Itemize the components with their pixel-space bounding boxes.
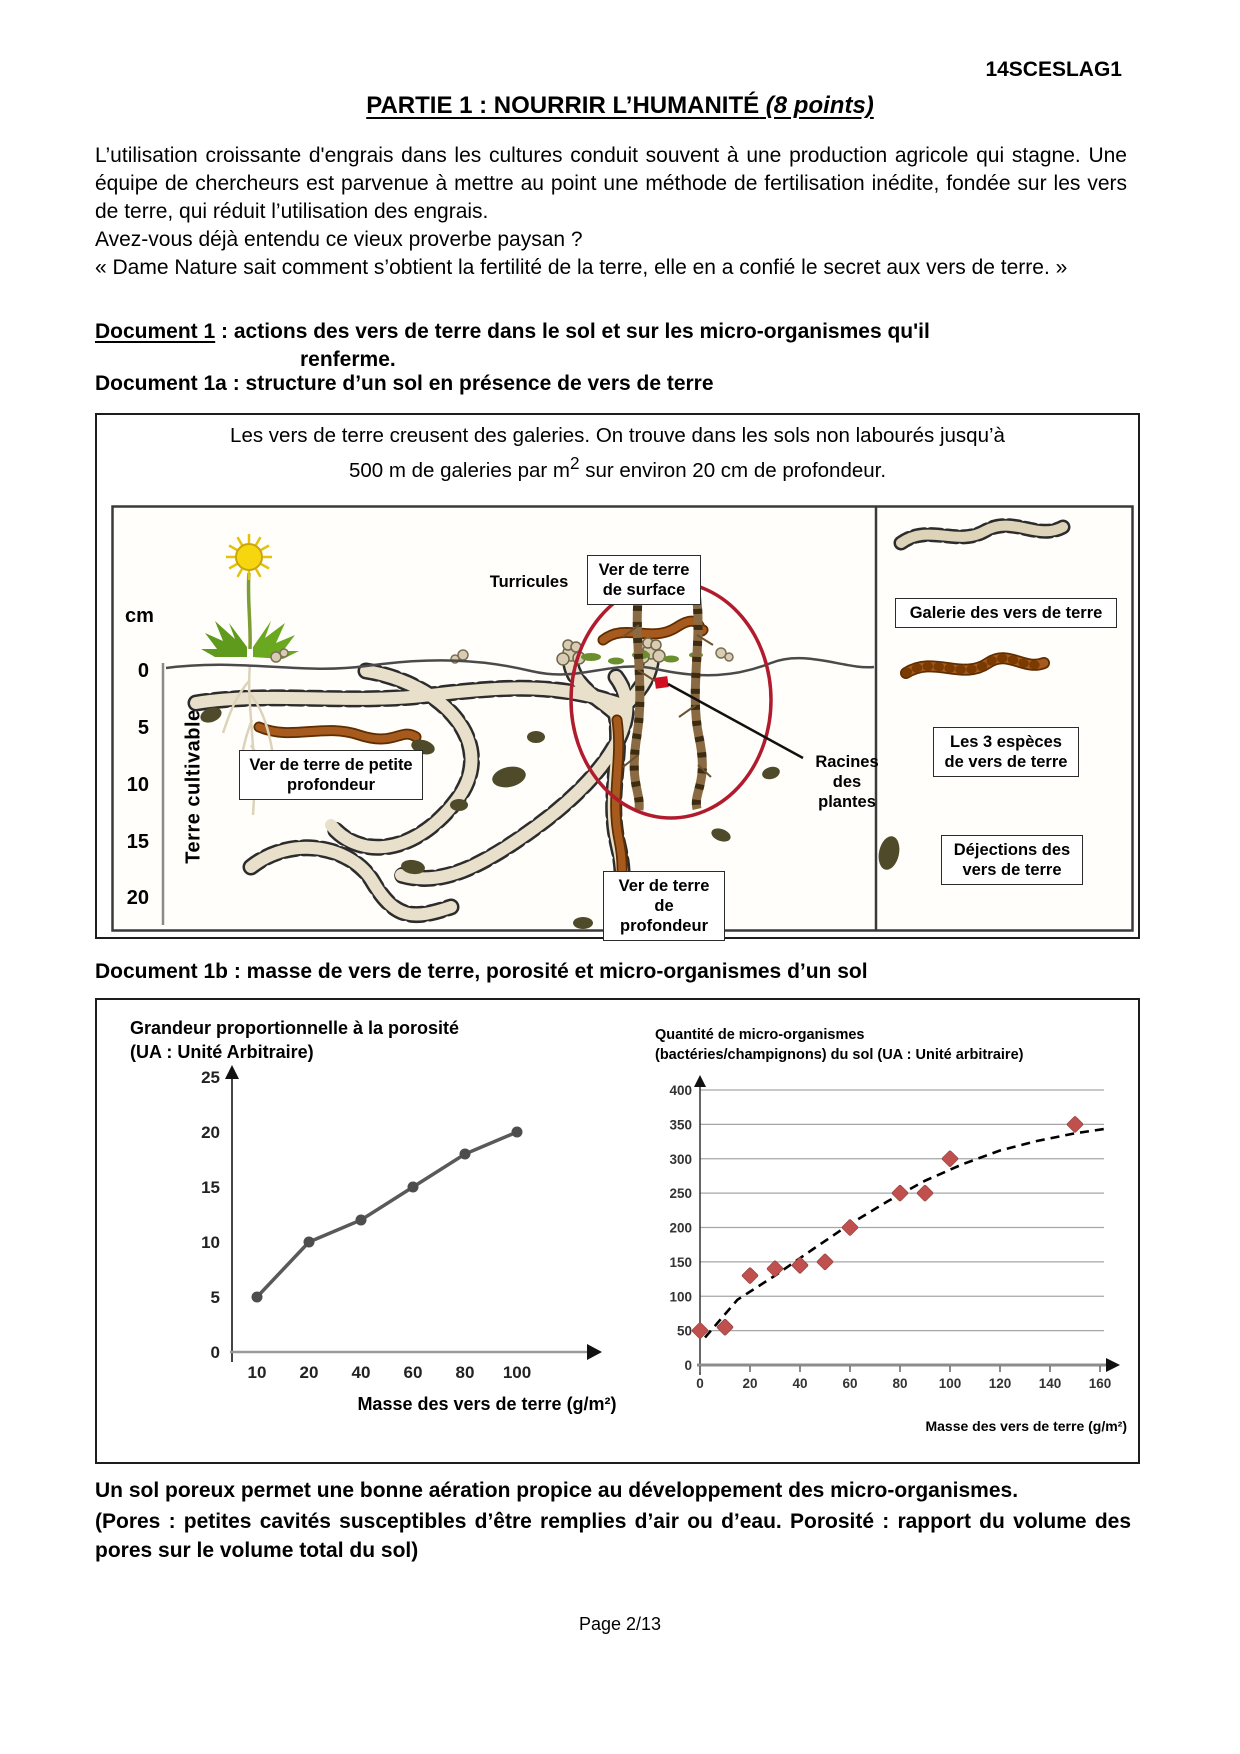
depth-tick-10: 10	[126, 774, 149, 796]
svg-text:0: 0	[684, 1358, 692, 1373]
title-main: PARTIE 1 : NOURRIR L’HUMANITÉ	[366, 92, 760, 119]
depth-tick-15: 15	[126, 831, 149, 853]
document1-label: Document 1	[95, 320, 216, 343]
plant-roots-drawing	[622, 589, 714, 811]
svg-text:120: 120	[989, 1376, 1012, 1391]
svg-text:15: 15	[201, 1178, 220, 1197]
label-worm-droppings: Déjections des vers de terre	[941, 835, 1083, 886]
svg-text:10: 10	[248, 1363, 267, 1382]
note-p1: Un sol poreux permet une bonne aération …	[95, 1479, 1019, 1502]
figure-1a-box: Les vers de terre creusent des galeries.…	[95, 413, 1140, 942]
figure-1a-caption: Les vers de terre creusent des galeries.…	[97, 422, 1138, 485]
svg-text:250: 250	[669, 1186, 692, 1201]
svg-text:80: 80	[456, 1363, 475, 1382]
svg-text:5: 5	[211, 1288, 220, 1307]
svg-text:50: 50	[677, 1324, 692, 1339]
svg-text:40: 40	[352, 1363, 371, 1382]
svg-text:100: 100	[503, 1363, 531, 1382]
svg-text:60: 60	[404, 1363, 423, 1382]
figure-1b-box: Grandeur proportionnelle à la porosité (…	[95, 998, 1140, 1464]
label-plant-roots: Racines des plantes	[815, 753, 879, 811]
depth-tick-0: 0	[137, 660, 149, 682]
svg-text:160: 160	[1089, 1376, 1112, 1391]
svg-text:200: 200	[669, 1221, 692, 1236]
label-deep-worm: Ver de terre de profondeur	[603, 871, 725, 942]
svg-text:40: 40	[792, 1376, 807, 1391]
title-points: (8 points)	[759, 92, 874, 119]
microorganisms-chart-title: Quantité de micro-organismes (bactéries/…	[655, 1027, 1024, 1063]
caption-line1: Les vers de terre creusent des galeries.…	[230, 424, 1005, 447]
microorganisms-scatter-chart: 0 50 100 150 200 250 300 350 400 0 20 40 60 80 100 120 1…	[669, 1075, 1120, 1391]
depth-unit-label: cm	[125, 605, 154, 627]
svg-text:20: 20	[742, 1376, 757, 1391]
document1b-heading: Document 1b : masse de vers de terre, po…	[95, 960, 868, 983]
caption-superscript: 2	[570, 454, 580, 473]
microorganisms-chart-xlabel: Masse des vers de terre (g/m²)	[925, 1418, 1127, 1434]
document1-title: : actions des vers de terre dans le sol …	[215, 320, 930, 343]
legend-dropping-blob	[878, 836, 900, 870]
svg-text:400: 400	[669, 1083, 692, 1098]
caption-line2: 500 m de galeries par m2 sur environ 20 …	[348, 454, 887, 482]
svg-text:350: 350	[669, 1117, 692, 1132]
document-code: 14SCESLAG1	[985, 58, 1122, 81]
ground-surface-line	[165, 656, 875, 677]
svg-text:20: 20	[300, 1363, 319, 1382]
note-p2: (Pores : petites cavités susceptibles d’…	[95, 1510, 1131, 1562]
label-worm-gallery: Galerie des vers de terre	[895, 598, 1117, 629]
svg-text:0: 0	[211, 1343, 220, 1362]
svg-text:80: 80	[892, 1376, 907, 1391]
svg-text:140: 140	[1039, 1376, 1062, 1391]
porosity-chart-xlabel: Masse des vers de terre (g/m²)	[357, 1394, 617, 1414]
porosity-chart-title: Grandeur proportionnelle à la porosité (…	[130, 1018, 460, 1063]
porosity-line-chart: 0 5 10 15 20 25 10 20 40 60 80 100	[201, 1065, 602, 1382]
intro-p1: L’utilisation croissante d'engrais dans …	[95, 144, 1127, 223]
document1-title-line2: renferme.	[300, 348, 396, 371]
svg-text:0: 0	[696, 1376, 704, 1391]
intro-p3: « Dame Nature sait comment s’obtient la …	[95, 256, 1068, 279]
intro-paragraphs: L’utilisation croissante d'engrais dans …	[95, 142, 1127, 282]
bottom-note: Un sol poreux permet une bonne aération …	[95, 1476, 1131, 1567]
legend-earthworm	[900, 652, 1050, 679]
page-number: Page 2/13	[578, 1614, 662, 1634]
svg-text:10: 10	[201, 1233, 220, 1252]
svg-text:60: 60	[842, 1376, 857, 1391]
soil-layer-label: Terre cultivable	[182, 709, 205, 864]
label-shallow-worm: Ver de terre de petite profondeur	[239, 750, 423, 801]
depth-tick-5: 5	[137, 717, 149, 739]
root-red-mark	[654, 676, 669, 689]
label-worm-species: Les 3 espèces de vers de terre	[933, 727, 1079, 778]
document1-heading: Document 1 : actions des vers de terre d…	[95, 318, 1127, 374]
svg-text:25: 25	[201, 1068, 220, 1087]
label-turricules: Turricules	[489, 573, 569, 591]
document1a-heading: Document 1a : structure d’un sol en prés…	[95, 372, 714, 395]
label-surface-worm: Ver de terre de surface	[587, 555, 701, 606]
droppings-blobs	[200, 707, 780, 929]
svg-text:150: 150	[669, 1255, 692, 1270]
svg-text:100: 100	[669, 1289, 692, 1304]
svg-text:20: 20	[201, 1123, 220, 1142]
intro-p2: Avez-vous déjà entendu ce vieux proverbe…	[95, 228, 583, 251]
depth-tick-20: 20	[126, 887, 149, 909]
page-title: PARTIE 1 : NOURRIR L’HUMANITÉ (8 points)	[0, 92, 1240, 120]
svg-text:300: 300	[669, 1152, 692, 1167]
svg-text:100: 100	[939, 1376, 962, 1391]
racines-pointer-line	[667, 682, 804, 760]
